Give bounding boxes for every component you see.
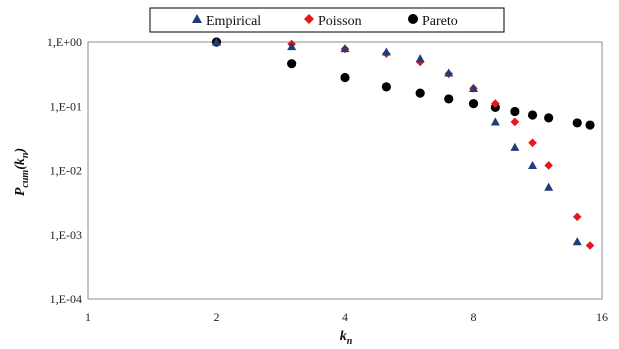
- point-empirical: [469, 83, 478, 92]
- point-pareto: [585, 120, 595, 130]
- point-empirical: [340, 44, 350, 53]
- x-axis-title: kn: [340, 329, 353, 347]
- point-empirical: [287, 42, 297, 51]
- point-empirical: [528, 160, 538, 170]
- point-poisson: [510, 117, 520, 127]
- point-empirical: [444, 68, 454, 77]
- legend-box: [149, 7, 505, 33]
- point-pareto: [510, 106, 520, 117]
- point-poisson: [491, 99, 500, 108]
- point-poisson: [544, 161, 553, 170]
- point-empirical: [510, 142, 520, 151]
- x-tick-label: 2: [214, 310, 220, 324]
- point-empirical: [212, 37, 221, 46]
- x-axis-title-subscript: n: [347, 336, 353, 347]
- y-axis-title-main: P: [13, 187, 28, 196]
- point-pareto: [572, 118, 582, 128]
- plot-area: [87, 41, 603, 300]
- plot-background: [88, 42, 602, 299]
- y-axis-title-subscript: cum: [20, 170, 31, 188]
- point-pareto: [544, 113, 554, 123]
- x-tick-label: 1: [85, 310, 91, 324]
- point-poisson: [572, 212, 582, 222]
- point-pareto: [340, 72, 350, 83]
- y-axis-title-arg-close: ): [13, 148, 28, 155]
- x-axis-title-main: k: [340, 329, 347, 344]
- point-pareto: [444, 94, 454, 104]
- point-pareto: [381, 82, 391, 92]
- point-pareto: [527, 110, 538, 120]
- point-pareto: [287, 59, 297, 69]
- x-tick-label: 16: [596, 310, 608, 324]
- x-tick-labels: 1 2 4 8 16: [85, 310, 608, 324]
- point-empirical: [572, 237, 582, 246]
- legend-label-poisson: Poisson: [318, 14, 362, 29]
- point-empirical: [490, 117, 500, 126]
- point-poisson: [528, 138, 537, 148]
- series-empirical: [212, 37, 582, 246]
- legend-triangle-marker: [192, 14, 202, 23]
- x-tick-label: 4: [342, 310, 348, 324]
- point-empirical: [544, 182, 554, 191]
- y-tick-label: 1,E+00: [47, 35, 82, 49]
- y-axis-title: Pcum(kn): [13, 148, 31, 196]
- y-tick-labels: 1,E+00 1,E-01 1,E-02 1,E-03 1,E-04: [47, 35, 82, 306]
- data-points: [211, 37, 595, 250]
- point-empirical: [415, 54, 425, 63]
- y-tick-label: 1,E-02: [50, 164, 82, 178]
- legend-circle-marker: [408, 14, 418, 24]
- y-tick-label: 1,E-03: [50, 228, 82, 242]
- point-poisson: [585, 241, 595, 250]
- y-tick-label: 1,E-01: [50, 99, 82, 113]
- y-axis-title-arg-open: (k: [13, 158, 28, 170]
- legend-diamond-marker: [304, 14, 314, 24]
- point-pareto: [468, 98, 479, 109]
- legend: Empirical Poisson Pareto: [149, 7, 505, 33]
- y-axis-title-arg-subscript: n: [20, 152, 31, 158]
- x-tick-label: 8: [471, 310, 477, 324]
- legend-label-empirical: Empirical: [206, 14, 261, 29]
- point-pareto: [415, 88, 425, 98]
- y-tick-label: 1,E-04: [50, 292, 82, 306]
- point-empirical: [381, 47, 391, 56]
- plot-border: [87, 41, 603, 300]
- legend-label-pareto: Pareto: [422, 14, 458, 29]
